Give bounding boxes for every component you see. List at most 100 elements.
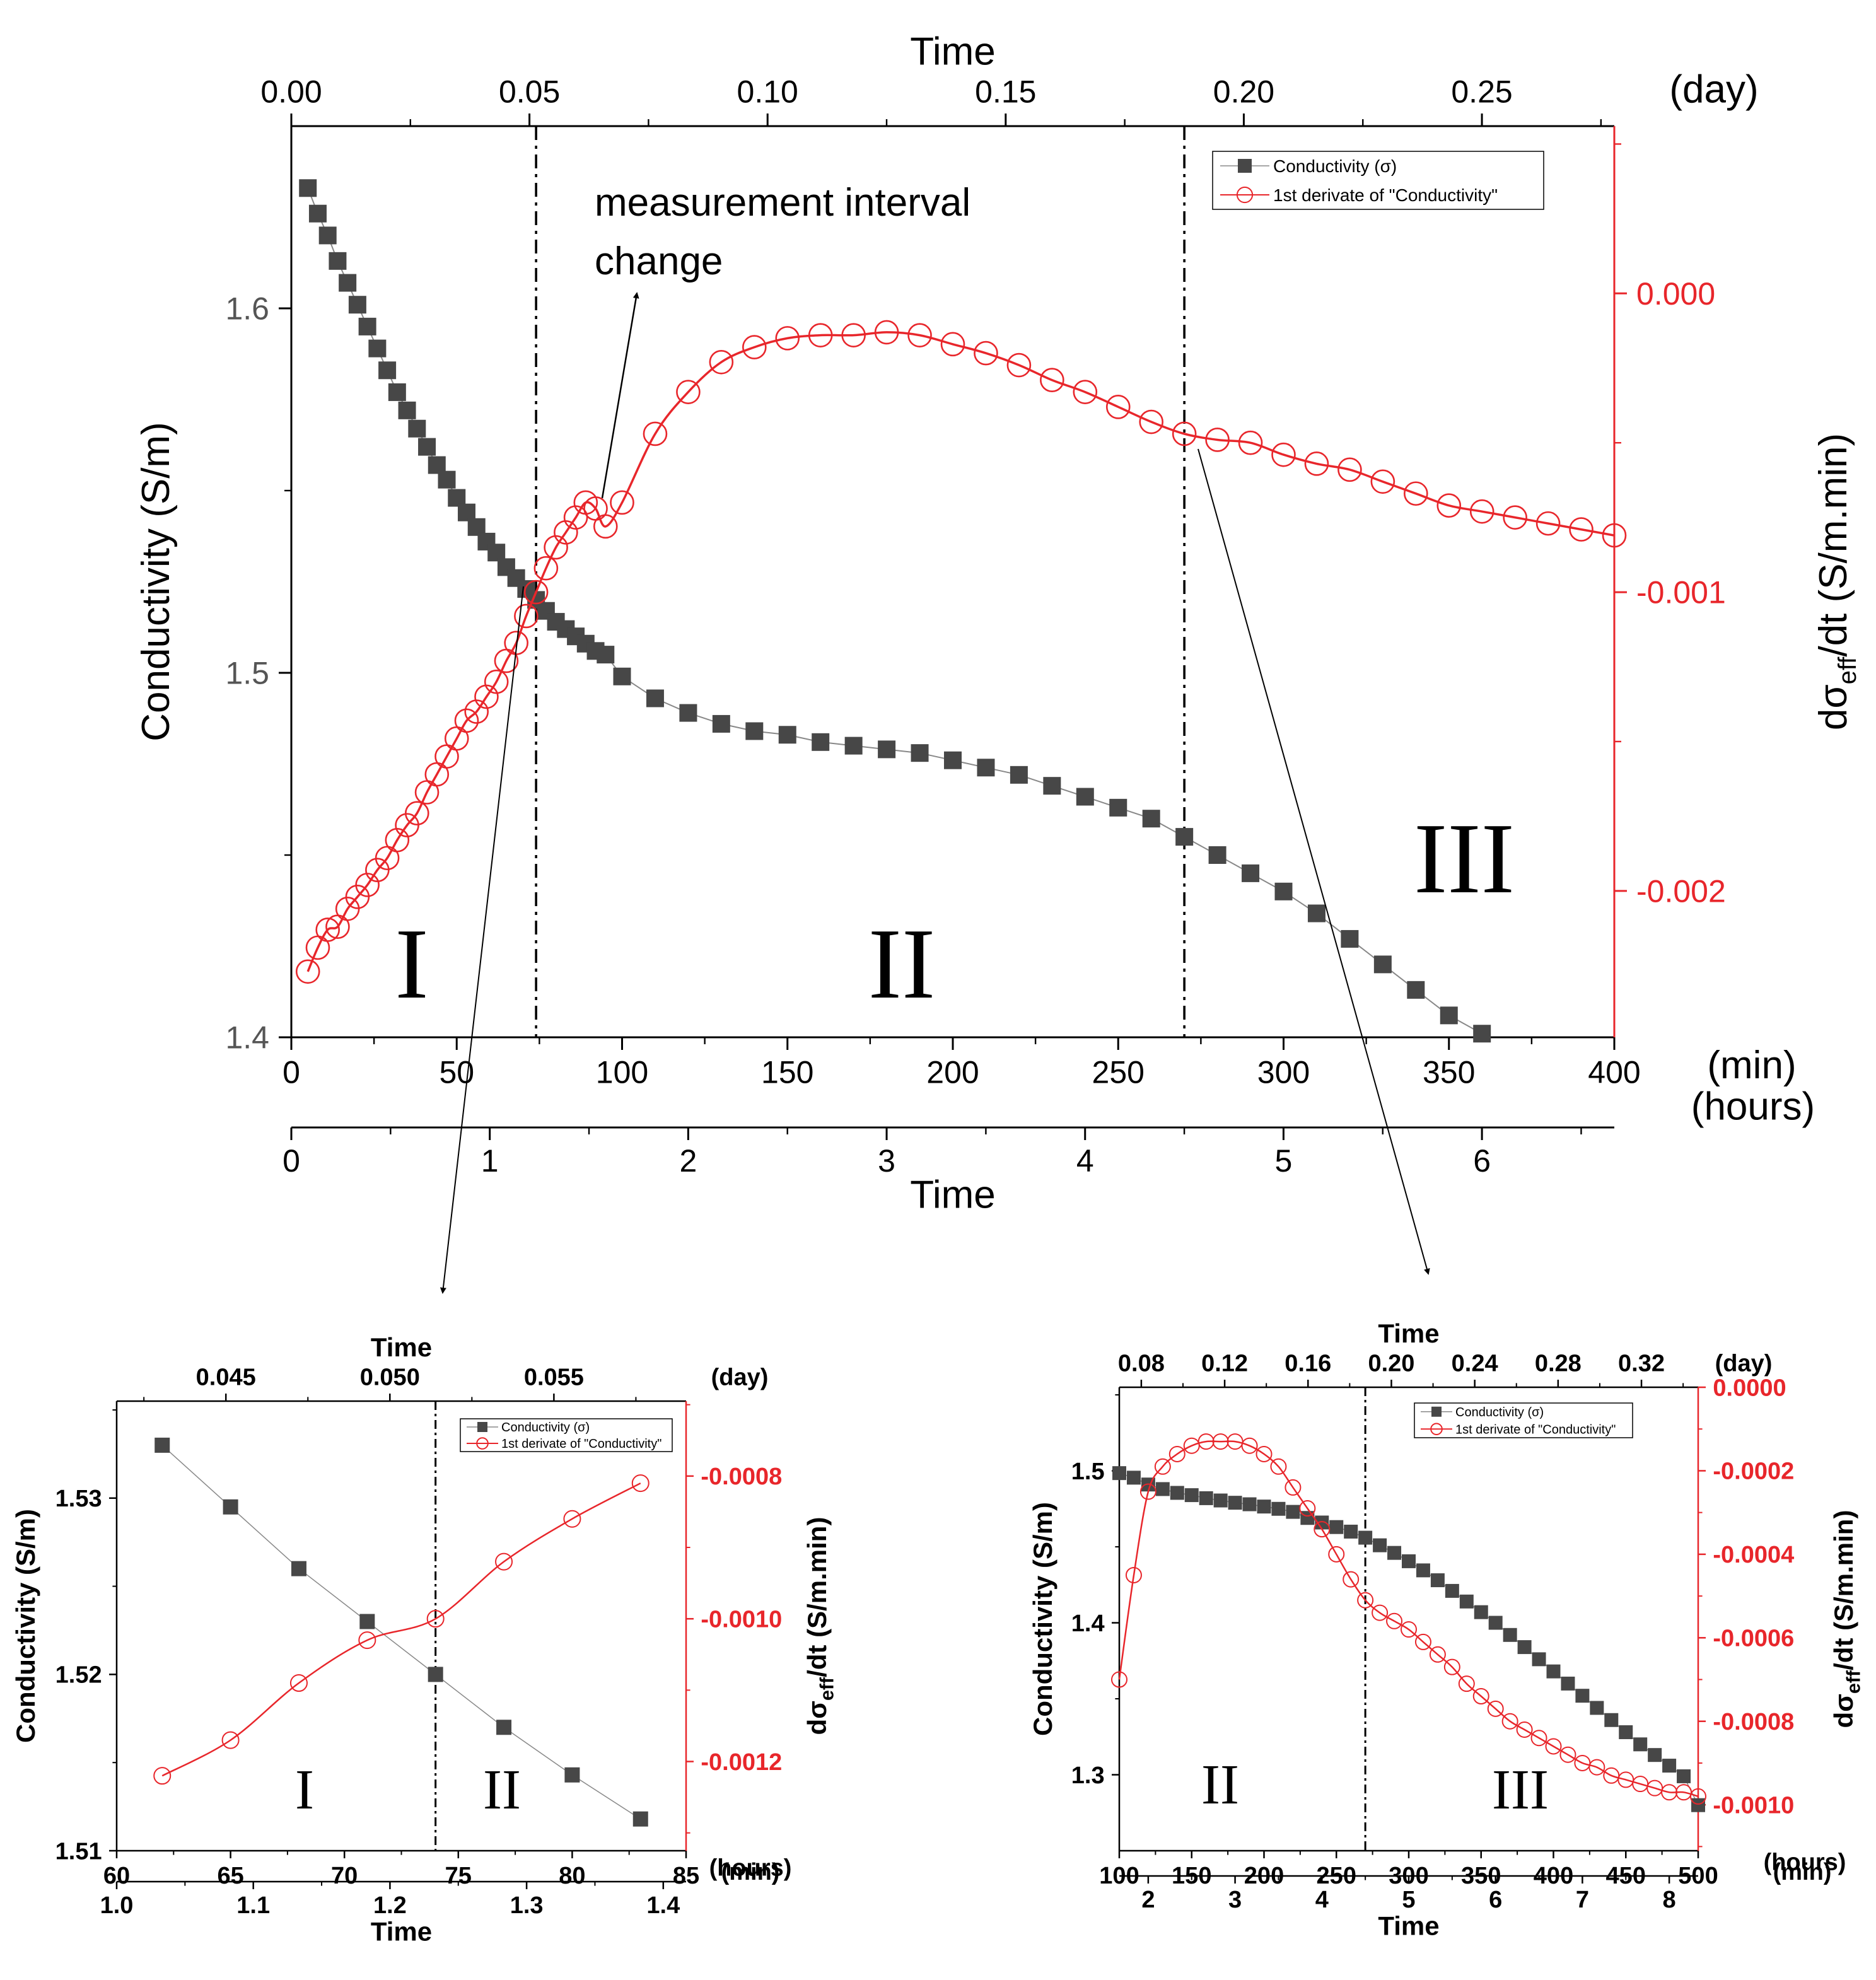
derivative-data-point: [289, 1674, 308, 1692]
bottom-axis-tick-label: 400: [1588, 1055, 1640, 1090]
right-axis-title: dσeff/dt (S/m.min): [802, 1517, 837, 1735]
conductivity-data-point: [1286, 1505, 1300, 1519]
conductivity-data-point: [308, 204, 327, 223]
bottom-axis-tick-label: 80: [559, 1863, 585, 1889]
conductivity-data-point: [418, 438, 436, 456]
hours-axis-tick-label: 1: [481, 1143, 499, 1179]
hours-axis-tick-label: 1.3: [510, 1892, 544, 1919]
legend-derivative-label: 1st derivate of "Conductivity": [501, 1437, 661, 1451]
bottom-axis-tick-label: 85: [673, 1863, 699, 1889]
derivative-data-point: [464, 699, 489, 724]
top-axis-tick-label: 0.055: [524, 1365, 584, 1391]
derivative-data-point: [742, 335, 767, 359]
conductivity-data-point: [1315, 1515, 1329, 1530]
left-axis-title: Conductivity (S/m): [134, 422, 178, 741]
top-axis-tick-label: 0.28: [1535, 1351, 1582, 1377]
derivative-data-point: [1414, 1633, 1431, 1650]
derivative-data-point: [1343, 1571, 1360, 1588]
hours-axis-unit: (hours): [1691, 1085, 1815, 1129]
derivative-data-point: [775, 326, 800, 351]
legend-derivative-marker: [1236, 186, 1254, 204]
conductivity-data-point: [1228, 1496, 1242, 1510]
top-axis-tick-label: 0.25: [1451, 74, 1512, 110]
derivative-data-point: [610, 490, 634, 515]
bottom-axis-tick-label: 65: [217, 1863, 243, 1889]
legend-box: [1414, 1402, 1633, 1438]
left-axis-tick-label: 1.52: [55, 1662, 102, 1689]
derivative-data-point: [454, 708, 479, 733]
derivative-data-point: [1357, 1592, 1374, 1609]
bottom-axis-tick-label: 150: [761, 1055, 813, 1090]
top-axis-tick-label: 0.05: [499, 74, 560, 110]
conductivity-data-point: [1503, 1628, 1517, 1642]
legend-conductivity-label: Conductivity (σ): [1455, 1406, 1544, 1419]
derivative-data-point: [709, 349, 734, 375]
left-axis-title: Conductivity (S/m): [11, 1509, 40, 1743]
top-axis-tick-label: 0.00: [260, 74, 322, 110]
derivative-data-point: [1588, 1759, 1605, 1776]
derivative-data-point: [1285, 1479, 1302, 1496]
derivative-data-point: [1337, 457, 1362, 482]
hours-axis-tick-label: 2: [1141, 1887, 1155, 1913]
conductivity-data-point: [1170, 1486, 1184, 1500]
conductivity-data-point: [646, 689, 664, 708]
hours-axis-tick-label: 1.1: [236, 1892, 270, 1919]
top-axis-tick-label: 0.32: [1618, 1351, 1665, 1377]
conductivity-data-point: [1300, 1511, 1315, 1525]
derivative-data-point: [1073, 380, 1098, 404]
connector-arrow-left: [440, 586, 524, 1294]
region-label-II: II: [1201, 1754, 1239, 1816]
derivative-data-point: [1372, 1604, 1389, 1621]
derivative-data-point: [1404, 481, 1428, 506]
conductivity-data-point: [1307, 904, 1325, 923]
conductivity-data-point: [358, 317, 376, 335]
conductivity-data-point: [1662, 1759, 1677, 1773]
conductivity-data-point: [378, 361, 397, 380]
right-axis-tick-label: -0.002: [1636, 873, 1726, 909]
conductivity-data-point: [1459, 1594, 1474, 1609]
derivative-data-point: [1304, 451, 1329, 476]
top-axis-tick-label: 0.08: [1118, 1351, 1165, 1377]
conductivity-data-point: [1257, 1500, 1271, 1514]
conductivity-data-point: [844, 737, 863, 755]
derivative-data-point: [358, 1631, 376, 1650]
hours-axis-tick-label: 0: [283, 1143, 300, 1179]
annotation-text-line2: change: [595, 240, 723, 283]
conductivity-data-point: [679, 704, 697, 722]
conductivity-data-point: [597, 646, 615, 664]
conductivity-data-point: [1633, 1737, 1648, 1752]
bottom-time-axis-title: Time: [910, 1173, 995, 1217]
conductivity-series-line: [161, 1445, 641, 1820]
bottom-time-axis-title: Time: [1378, 1911, 1439, 1941]
conductivity-data-point: [398, 401, 416, 419]
derivative-data-point: [1139, 409, 1163, 434]
derivative-data-point: [1212, 1433, 1229, 1450]
hours-axis-tick-label: 1.2: [373, 1892, 407, 1919]
derivative-data-point: [1545, 1738, 1562, 1755]
right-axis-title: dσeff/dt (S/m.min): [1812, 433, 1861, 730]
derivative-data-point: [153, 1767, 172, 1785]
derivative-data-point: [523, 579, 549, 605]
zoom-connector-arrows: [440, 448, 1430, 1294]
conductivity-data-point: [878, 740, 896, 759]
legend-conductivity-label: Conductivity (σ): [1273, 156, 1397, 176]
top-axis-tick-label: 0.20: [1213, 74, 1274, 110]
derivative-data-point: [1241, 1437, 1258, 1454]
conductivity-data-point: [1387, 1546, 1402, 1560]
derivative-data-point: [533, 556, 559, 581]
bottom-axis-tick-label: 300: [1257, 1055, 1310, 1090]
right-axis-title-prefix: dσ: [802, 1701, 832, 1735]
conductivity-data-point: [1546, 1664, 1561, 1679]
right-axis-title-prefix: dσ: [1812, 684, 1855, 730]
conductivity-data-point: [1358, 1530, 1373, 1545]
derivative-data-point: [1401, 1621, 1417, 1638]
right-axis-tick-label: -0.0010: [1713, 1792, 1794, 1819]
derivative-data-point: [1154, 1458, 1171, 1475]
derivative-data-point: [554, 520, 578, 545]
conductivity-data-point: [1329, 1520, 1344, 1534]
conductivity-data-point: [1076, 788, 1094, 806]
bottom-axis-tick-label: 100: [1099, 1863, 1139, 1889]
top-axis-tick-label: 0.20: [1368, 1351, 1414, 1377]
bottom-axis-tick-label: 300: [1389, 1863, 1428, 1889]
legend-derivative-label: 1st derivate of "Conductivity": [1273, 185, 1498, 205]
